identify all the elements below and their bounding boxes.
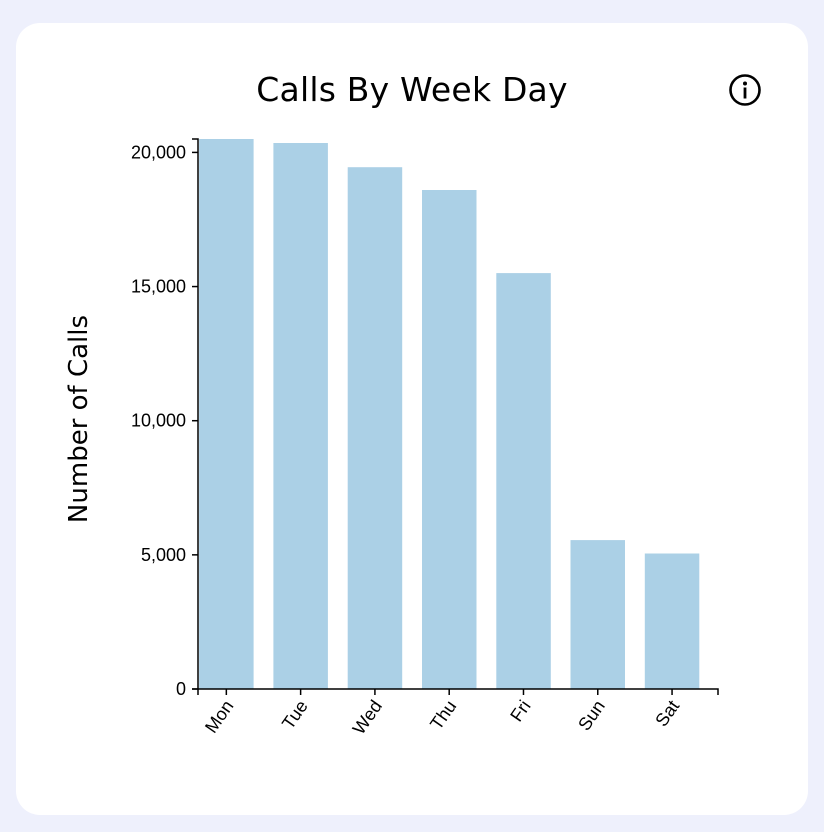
x-tick-label: Mon bbox=[201, 697, 237, 737]
x-tick-label: Sat bbox=[651, 697, 683, 731]
x-tick-label: Wed bbox=[349, 697, 386, 739]
x-tick-label: Tue bbox=[278, 697, 312, 733]
bar-tue[interactable] bbox=[273, 143, 328, 689]
chart-title: Calls By Week Day bbox=[256, 70, 568, 109]
y-tick-label: 20,000 bbox=[131, 142, 186, 162]
info-icon[interactable] bbox=[728, 73, 762, 107]
bar-sat[interactable] bbox=[644, 553, 700, 690]
x-tick-label: Thu bbox=[426, 697, 460, 734]
x-tick-label: Fri bbox=[506, 697, 534, 726]
bar-thu[interactable] bbox=[422, 190, 477, 689]
y-axis-title: Number of Calls bbox=[64, 315, 94, 523]
x-axis-line bbox=[197, 688, 719, 695]
y-axis-line bbox=[192, 138, 199, 690]
x-tick-label: Sun bbox=[574, 697, 609, 735]
bar-mon[interactable] bbox=[199, 139, 254, 689]
bar-fri[interactable] bbox=[496, 273, 551, 689]
bar-wed[interactable] bbox=[347, 167, 403, 689]
y-axis: 0 5,000 10,000 15,000 20,000 bbox=[131, 138, 199, 699]
y-tick-label: 0 bbox=[176, 679, 186, 699]
x-axis: Mon Tue Wed Thu Fri Sun Sat bbox=[197, 688, 719, 739]
bars-group bbox=[199, 139, 700, 690]
y-tick-label: 5,000 bbox=[141, 545, 186, 565]
bar-sun[interactable] bbox=[570, 540, 626, 689]
y-tick-label: 10,000 bbox=[131, 411, 186, 431]
y-tick-label: 15,000 bbox=[131, 277, 186, 297]
